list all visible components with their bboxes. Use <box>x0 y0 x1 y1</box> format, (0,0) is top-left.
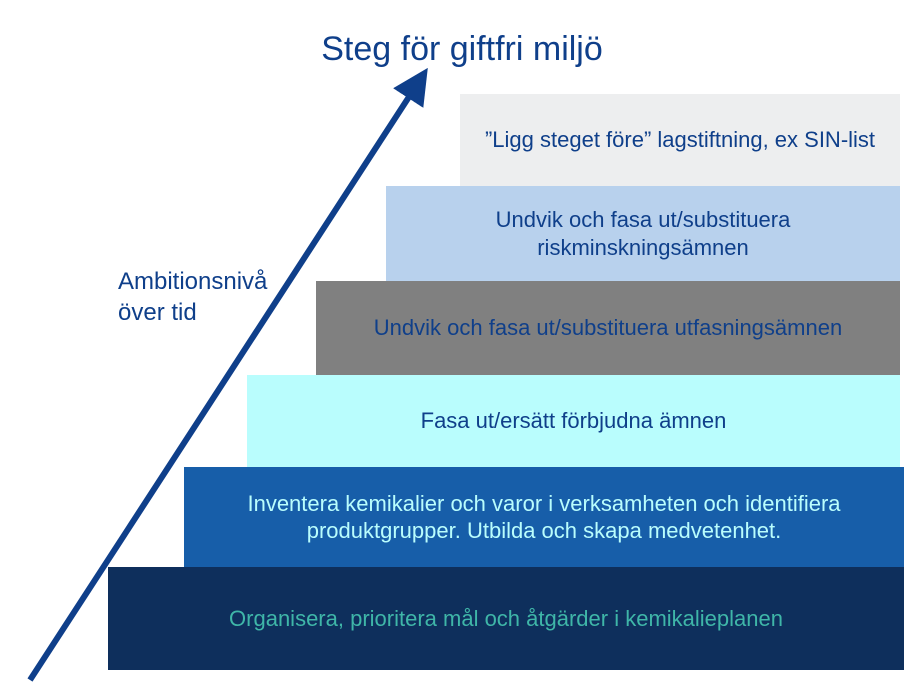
axis-label: Ambitionsnivå över tid <box>118 266 267 328</box>
step-4-phaseout-banned: Fasa ut/ersätt förbjudna ämnen <box>247 375 900 467</box>
step-6-organise: Organisera, prioritera mål och åtgärder … <box>108 567 904 670</box>
step-5-inventory: Inventera kemikalier och varor i verksam… <box>184 467 904 567</box>
diagram-title: Steg för giftfri miljö <box>0 30 924 69</box>
diagram-container: Steg för giftfri miljö Ambitionsnivå öve… <box>0 0 924 685</box>
step-1-sinlist: ”Ligg steget före” lagstiftning, ex SIN-… <box>460 94 900 186</box>
axis-label-line2: över tid <box>118 299 197 326</box>
step-2-riskreduction: Undvik och fasa ut/substituera riskminsk… <box>386 186 900 281</box>
axis-label-line1: Ambitionsnivå <box>118 268 267 295</box>
step-3-phaseout-utfasning: Undvik och fasa ut/substituera utfasning… <box>316 281 900 375</box>
